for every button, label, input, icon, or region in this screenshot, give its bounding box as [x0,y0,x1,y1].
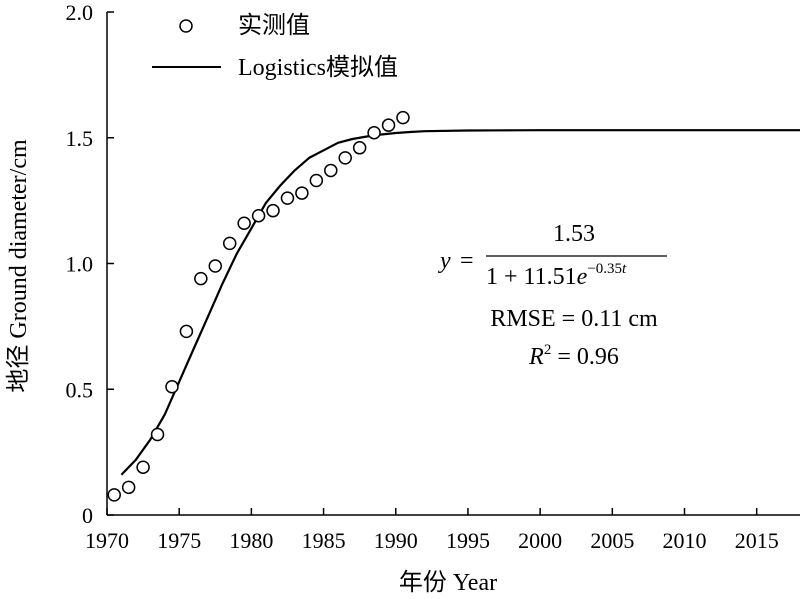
x-tick-label: 1995 [446,528,490,553]
svg-text:R2 = 0.96: R2 = 0.96 [528,342,619,370]
y-tick-label: 1.0 [66,252,94,277]
y-tick-label: 1.5 [66,126,94,151]
measured-point [194,271,208,286]
logistics-fit-series [120,129,800,476]
x-tick-label: 2015 [735,528,779,553]
r2-r: R [528,344,544,370]
measured-point [367,125,381,140]
y-axis: 0 0.5 1.0 1.5 2.0 [66,0,114,528]
equation-annotation: y = 1.53 1 + 11.51e−0.35t RMSE = 0.11 cm… [438,221,667,370]
measured-values-series [107,110,410,502]
measured-point [396,110,410,125]
y-tick-label: 0.5 [66,377,94,402]
measured-point [179,324,194,339]
measured-point [121,480,136,495]
measured-point [280,191,295,205]
measured-point [222,236,237,251]
equation-y: y [438,248,451,274]
logistics-fit-line [120,129,800,476]
r2-value: = 0.96 [551,344,619,370]
equation-exponent-t: t [622,261,627,277]
svg-text:y: y [438,248,451,274]
legend-label-measured: 实测值 [238,12,310,39]
measured-point [338,151,352,165]
x-tick-label: 1990 [374,528,418,553]
measured-point [165,379,179,394]
measured-point [107,488,121,502]
measured-point [208,259,223,273]
svg-text:1 + 11.51e−0.35t: 1 + 11.51e−0.35t [486,261,627,290]
measured-point [309,173,324,188]
measured-point [324,163,338,178]
measured-point [352,141,367,155]
y-axis-title: 地径 Ground diameter/cm [5,139,32,393]
x-tick-label: 2005 [590,528,634,553]
measured-point [237,216,251,231]
measured-point [295,186,309,200]
x-tick-label: 1985 [302,528,346,553]
r2-superscript: 2 [544,342,552,358]
measured-point [251,208,266,223]
measured-point [381,118,396,132]
equation-denominator-e: e [577,264,588,290]
legend-label-fit: Logistics模拟值 [238,54,398,81]
measured-point [150,427,165,442]
x-tick-label: 2010 [663,528,707,553]
y-tick-label: 0 [82,503,93,528]
measured-point [136,460,150,474]
x-tick-label: 1980 [229,528,273,553]
legend: 实测值 Logistics模拟值 [152,12,398,81]
equation-denominator-base: 1 + 11.51 [486,264,577,290]
x-tick-label: 1970 [85,528,129,553]
measured-point [266,203,280,218]
y-tick-label: 2.0 [66,0,94,25]
equation-exponent: −0.35 [587,261,622,277]
x-axis: 1970 1975 1980 1985 1990 1995 2000 2005 2010 2015 [85,508,800,553]
x-tick-label: 2000 [518,528,562,553]
equation-equals: = [460,248,474,274]
equation-numerator: 1.53 [553,221,595,247]
legend-marker-measured [179,19,193,33]
x-axis-title: 年份 Year [399,569,497,596]
rmse-label: RMSE = 0.11 cm [490,306,658,332]
x-tick-label: 1975 [157,528,201,553]
